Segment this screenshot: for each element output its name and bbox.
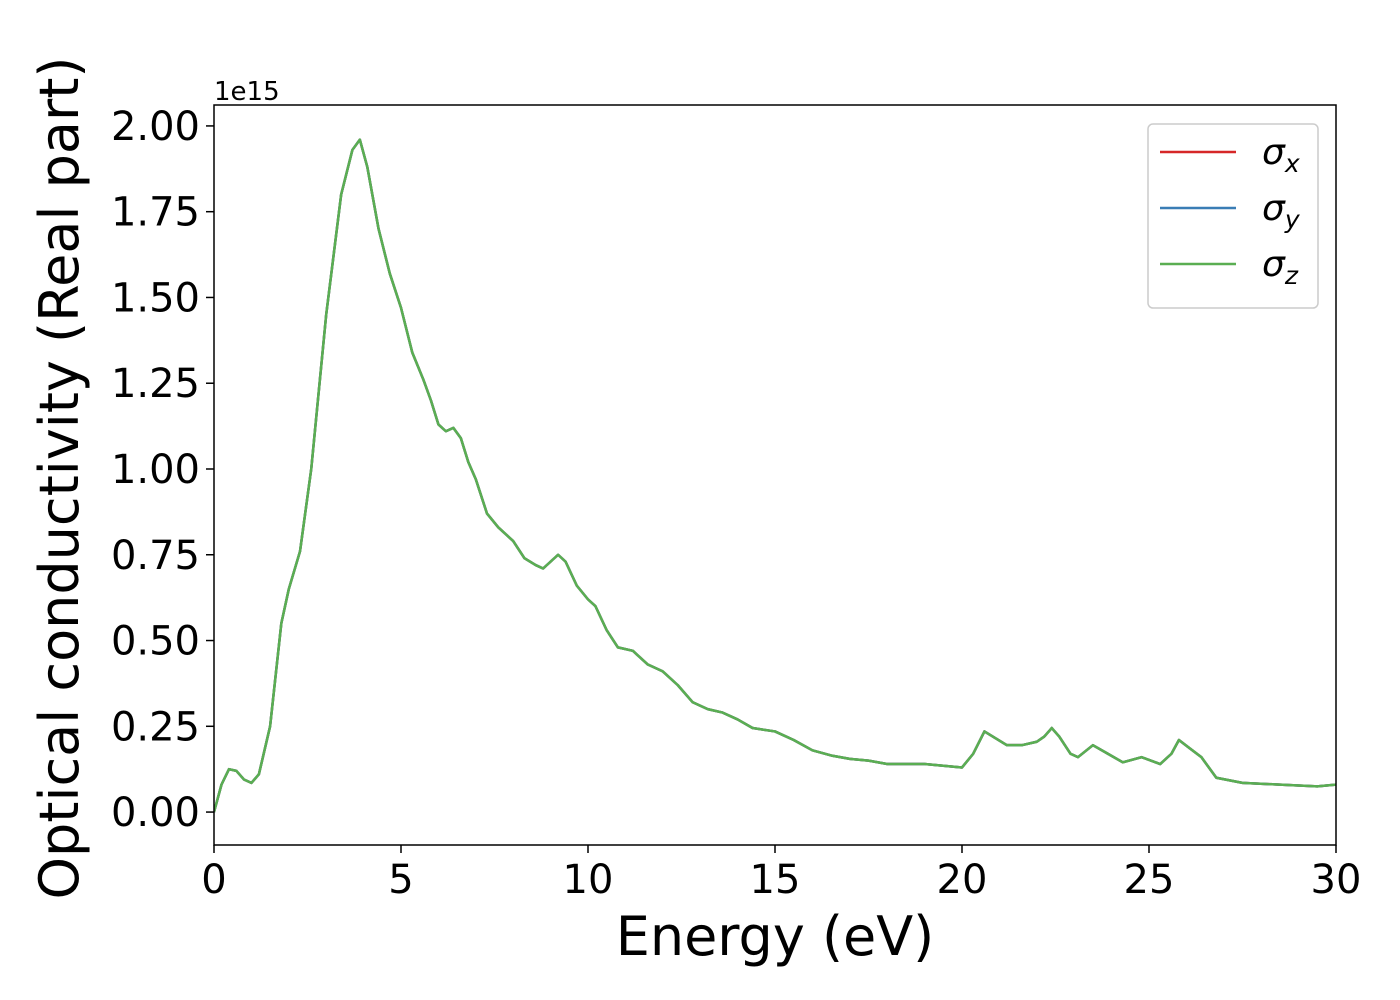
x-axis-label: Energy (eV) [616, 905, 935, 968]
x-tick-label: 30 [1311, 857, 1362, 903]
legend-box [1147, 123, 1319, 309]
x-tick-label: 15 [750, 857, 801, 903]
x-tick-label: 20 [937, 857, 988, 903]
y-tick-label: 0.00 [111, 790, 200, 836]
x-tick-label: 10 [563, 857, 614, 903]
y-tick-label: 1.75 [111, 190, 200, 236]
legend-label: σx [1262, 132, 1300, 178]
y-tick-label: 2.00 [111, 104, 200, 150]
y-tick-label: 1.00 [111, 447, 200, 493]
y-tick-label: 1.25 [111, 361, 200, 407]
legend-label: σz [1262, 244, 1299, 290]
y-tick-label: 0.75 [111, 533, 200, 579]
x-tick-label: 25 [1124, 857, 1175, 903]
y-tick-label: 0.25 [111, 704, 200, 750]
legend-label: σy [1262, 188, 1301, 234]
x-tick-label: 0 [201, 857, 226, 903]
y-offset-label: 1e15 [214, 77, 280, 107]
plot-frame [213, 104, 1337, 846]
y-axis-label: Optical conductivity (Real part) [28, 57, 91, 900]
data-line [214, 138, 1336, 813]
x-tick-label: 5 [388, 857, 413, 903]
y-tick-label: 1.50 [111, 275, 200, 321]
y-tick-label: 0.50 [111, 619, 200, 665]
